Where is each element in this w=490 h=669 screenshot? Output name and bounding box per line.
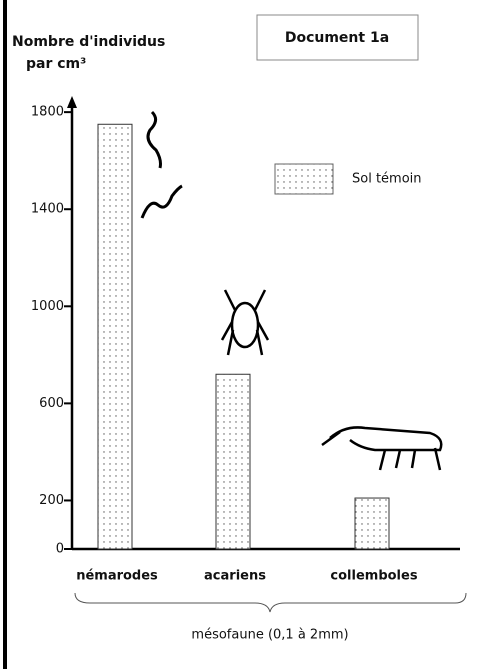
x-tick-label: némarodes bbox=[76, 569, 158, 584]
bar bbox=[216, 374, 250, 549]
x-tick-label: acariens bbox=[204, 569, 266, 584]
document-label: Document 1a bbox=[285, 30, 389, 46]
bar bbox=[98, 124, 132, 549]
y-tick-label: 200 bbox=[39, 493, 64, 508]
y-tick-label: 1400 bbox=[31, 202, 64, 217]
bar bbox=[355, 498, 389, 549]
y-axis-label: Nombre d'individus bbox=[12, 34, 165, 50]
chart: Nombre d'individus par cm³ Document 1a m… bbox=[0, 0, 490, 669]
x-tick-label: collemboles bbox=[330, 569, 417, 584]
y-tick-label: 1000 bbox=[31, 299, 64, 314]
y-tick-label: 0 bbox=[56, 542, 64, 557]
legend-swatch bbox=[275, 164, 333, 194]
y-axis-label: par cm³ bbox=[26, 56, 86, 72]
x-axis-label: mésofaune (0,1 à 2mm) bbox=[191, 628, 348, 643]
legend-label: Sol témoin bbox=[352, 172, 422, 187]
y-tick-label: 600 bbox=[39, 396, 64, 411]
y-tick-label: 1800 bbox=[31, 105, 64, 120]
